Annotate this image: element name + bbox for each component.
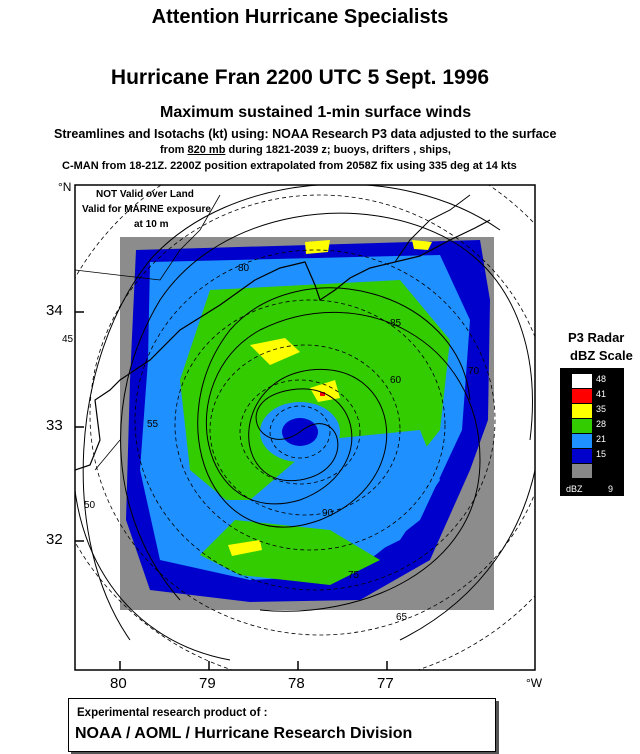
- desc-pre: from: [160, 144, 188, 156]
- lon-tick-80: 80: [110, 675, 127, 692]
- credit-line-2: NOAA / AOML / Hurricane Research Divisio…: [75, 725, 413, 742]
- attention-heading: Attention Hurricane Specialists: [151, 6, 449, 28]
- page-title: Hurricane Fran 2200 UTC 5 Sept. 1996: [110, 66, 490, 89]
- page-subtitle: Maximum sustained 1-min surface winds: [160, 104, 472, 121]
- credit-box: Experimental research product of : NOAA …: [68, 698, 496, 752]
- radar-echo: [126, 240, 490, 602]
- radar-swatch-9: [572, 464, 592, 478]
- coastline-north: [394, 194, 471, 263]
- radar-level-35: 35: [596, 404, 607, 414]
- coastline: [75, 219, 491, 471]
- radar-scale-legend: 48 41 35 28 21 15 dBZ 9: [560, 368, 624, 496]
- radar-swatch-21: [572, 434, 592, 448]
- radar-swatch-41: [572, 389, 592, 403]
- isotach-label-75: 75: [348, 570, 360, 581]
- warning-line-3: at 10 m: [134, 219, 169, 230]
- state-border-2: [94, 439, 121, 471]
- isotach-label-85: 85: [390, 318, 402, 329]
- isotach-label-55: 55: [147, 419, 159, 430]
- isotach-label-90: 90: [322, 508, 334, 519]
- isotach-label-45: 45: [62, 334, 74, 345]
- warning-line-2: Valid for MARINE exposure: [82, 204, 211, 215]
- description-line-2: from 820 mb during 1821-2039 z; buoys, d…: [160, 144, 451, 156]
- isotach-label-60: 60: [390, 375, 402, 386]
- radar-swatch-48: [572, 374, 592, 388]
- streamlines: [75, 185, 535, 661]
- description-line-1: Streamlines and Isotachs (kt) using: NOA…: [54, 127, 557, 141]
- desc-post: during 1821-2039 z; buoys, drifters , sh…: [225, 144, 451, 156]
- isotach-label-70: 70: [468, 366, 480, 377]
- isotach-contours: [75, 185, 535, 670]
- lon-tick-78: 78: [288, 675, 305, 692]
- desc-underlined-level: 820 mb: [187, 144, 226, 156]
- isotach-label-80: 80: [238, 263, 250, 274]
- radar-level-15: 15: [596, 449, 607, 459]
- radar-level-21: 21: [596, 434, 607, 444]
- lon-unit: °W: [526, 676, 543, 690]
- lat-unit: °N: [58, 180, 72, 194]
- radar-level-41: 41: [596, 389, 607, 399]
- lat-tick-34: 34: [46, 302, 63, 319]
- lat-tick-33: 33: [46, 417, 63, 434]
- radar-level-9: 9: [608, 484, 614, 494]
- state-border: [75, 194, 221, 281]
- lat-tick-32: 32: [46, 531, 63, 548]
- radar-swatch-28: [572, 419, 592, 433]
- description-line-3: C-MAN from 18-21Z. 2200Z position extrap…: [62, 160, 517, 172]
- radar-scale-title-1: P3 Radar: [568, 330, 625, 345]
- radar-swatch-35: [572, 404, 592, 418]
- credit-line-1: Experimental research product of :: [77, 707, 268, 719]
- isotach-label-65: 65: [396, 612, 408, 623]
- lon-tick-79: 79: [199, 675, 216, 692]
- isotach-label-50: 50: [84, 500, 96, 511]
- radar-scale-title-2: dBZ Scale: [570, 348, 633, 363]
- radar-level-28: 28: [596, 419, 607, 429]
- warning-line-1: NOT Valid over Land: [96, 189, 194, 200]
- radar-swatch-15: [572, 449, 592, 463]
- radar-level-48: 48: [596, 374, 607, 384]
- lon-tick-77: 77: [377, 675, 394, 692]
- radar-scale-unit: dBZ: [566, 484, 583, 494]
